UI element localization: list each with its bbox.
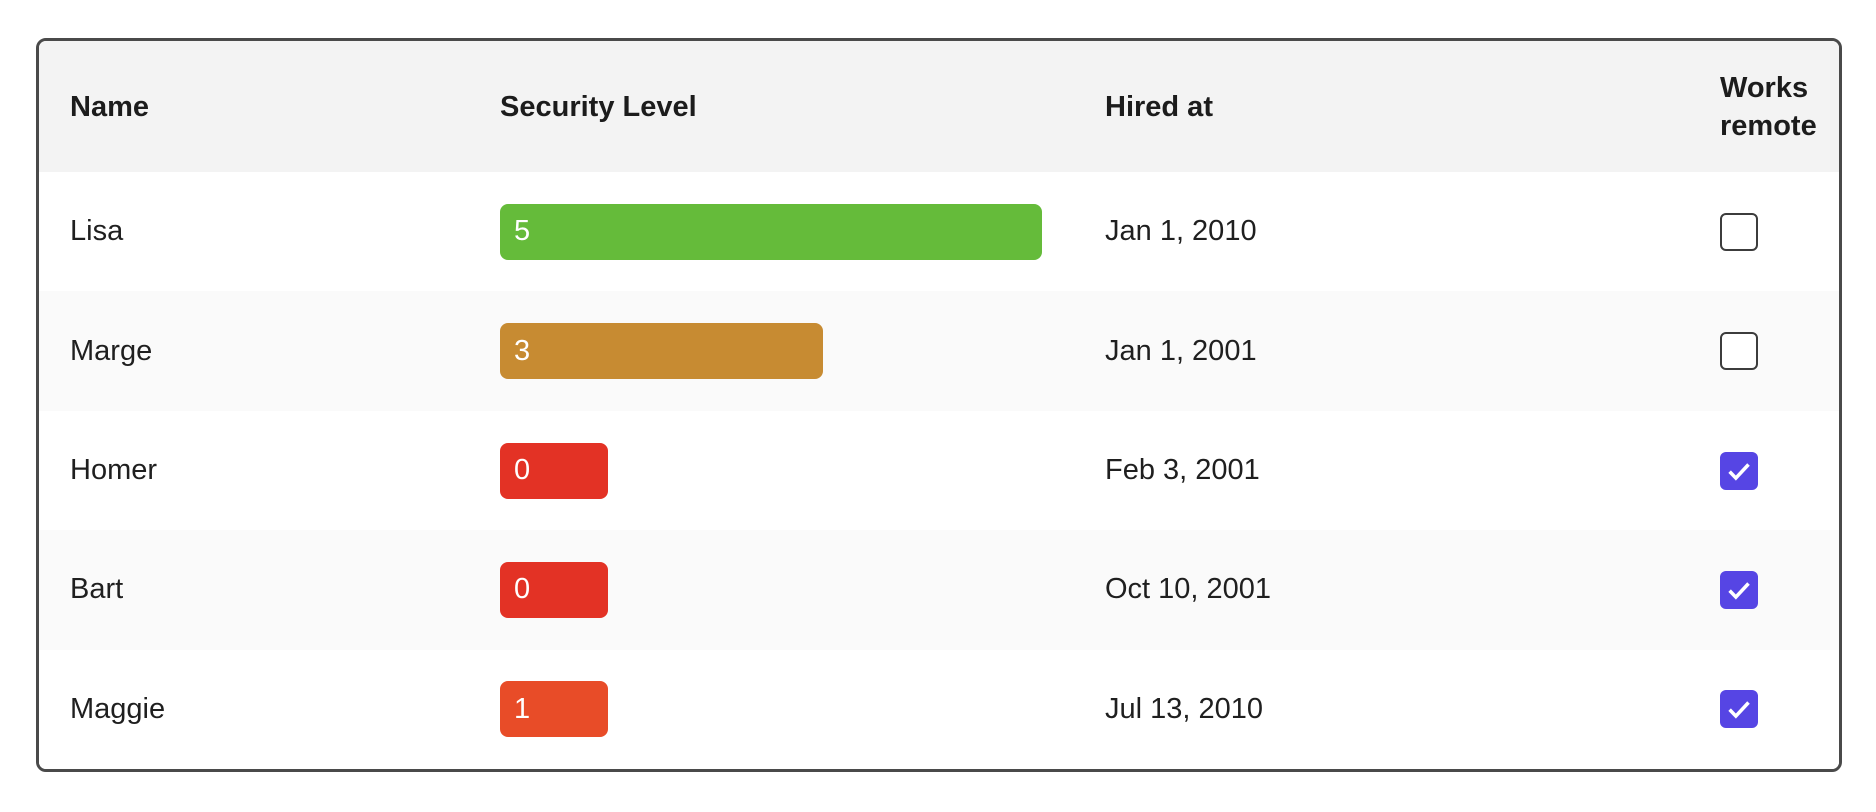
works-remote-checkbox[interactable] <box>1720 451 1758 490</box>
column-header-hired-at: Hired at <box>1105 90 1213 123</box>
table-row: Maggie 1 Jul 13, 2010 <box>39 649 1839 769</box>
checkmark-icon <box>1728 462 1750 481</box>
security-level-value: 3 <box>514 334 531 367</box>
column-header-name: Name <box>70 90 149 123</box>
table-body: Lisa 5 Jan 1, 2010 Marge 3 Jan 1, 2001 <box>39 172 1839 769</box>
employee-name: Lisa <box>70 215 124 248</box>
hired-at-date: Jan 1, 2001 <box>1105 334 1257 367</box>
table-row: Homer 0 Feb 3, 2001 <box>39 410 1839 531</box>
hired-at-date: Jan 1, 2010 <box>1105 215 1257 248</box>
employee-name: Homer <box>70 454 158 487</box>
checkmark-icon <box>1728 582 1750 600</box>
employee-name: Bart <box>70 573 124 606</box>
employee-name: Marge <box>70 334 153 367</box>
table-row: Lisa 5 Jan 1, 2010 <box>39 172 1839 292</box>
table-row: Marge 3 Jan 1, 2001 <box>39 291 1839 411</box>
hired-at-date: Oct 10, 2001 <box>1105 573 1272 606</box>
works-remote-checkbox[interactable] <box>1720 690 1758 729</box>
column-header-works-remote: Works remote <box>1720 71 1817 142</box>
security-level-bar: 3 <box>500 323 823 380</box>
employee-name: Maggie <box>70 692 166 725</box>
employee-table: Name Security Level Hired at Works remot… <box>36 38 1842 772</box>
security-level-value: 0 <box>514 573 531 606</box>
works-remote-checkbox[interactable] <box>1720 332 1758 371</box>
security-level-bar: 0 <box>500 442 608 499</box>
security-level-value: 0 <box>514 454 531 487</box>
checkmark-icon <box>1728 701 1750 720</box>
security-level-bar: 5 <box>500 203 1042 260</box>
works-remote-checkbox[interactable] <box>1720 570 1758 609</box>
hired-at-date: Feb 3, 2001 <box>1105 454 1260 487</box>
hired-at-date: Jul 13, 2010 <box>1105 692 1264 725</box>
works-remote-checkbox[interactable] <box>1720 212 1758 251</box>
security-level-value: 5 <box>514 215 531 248</box>
security-level-value: 1 <box>514 692 531 725</box>
table-header-row: Name Security Level Hired at Works remot… <box>39 41 1839 172</box>
column-header-security-level: Security Level <box>500 90 697 123</box>
security-level-bar: 1 <box>500 681 608 738</box>
security-level-bar: 0 <box>500 561 608 618</box>
table-row: Bart 0 Oct 10, 2001 <box>39 530 1839 650</box>
